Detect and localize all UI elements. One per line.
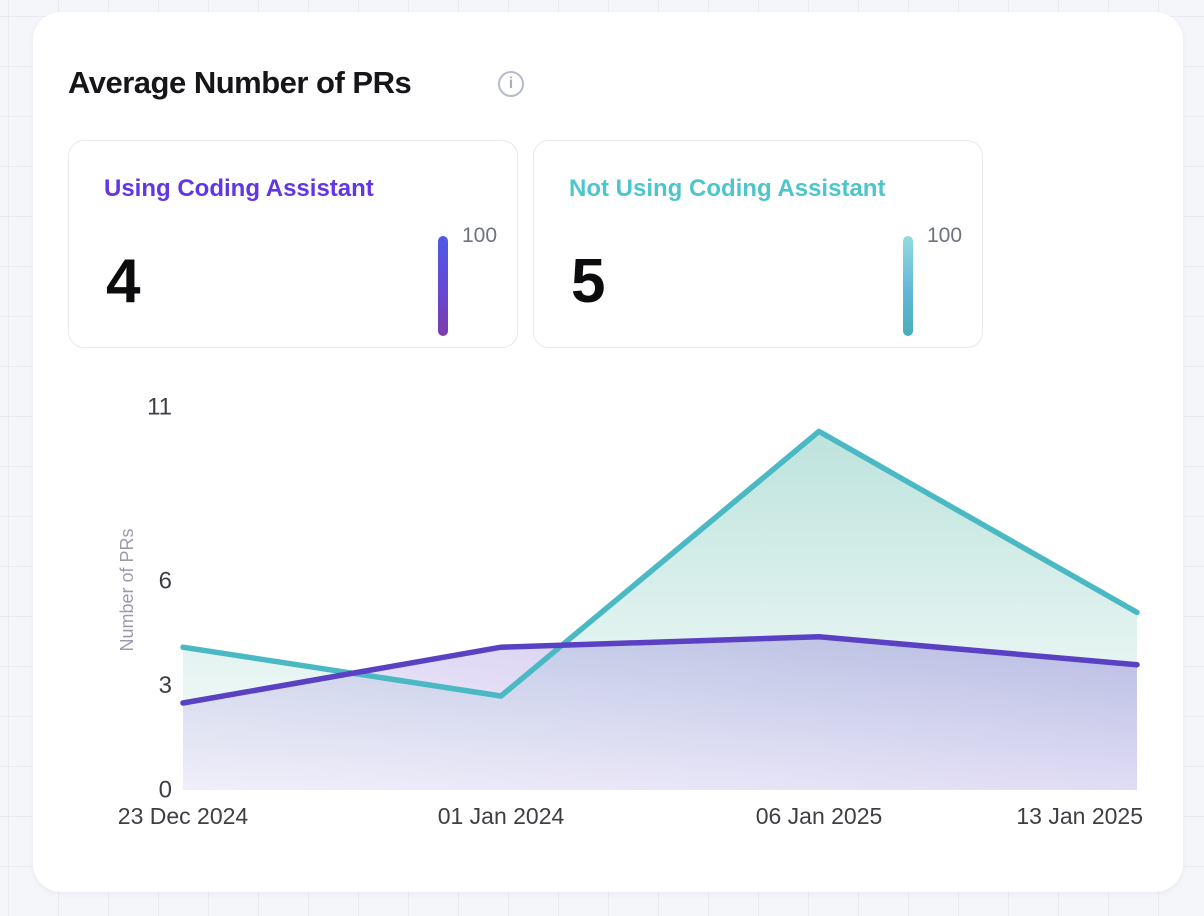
x-tick-label: 01 Jan 2024 xyxy=(438,803,565,829)
y-axis-label: Number of PRs xyxy=(117,528,137,651)
x-tick-label: 13 Jan 2025 xyxy=(1016,803,1143,829)
x-tick-label: 06 Jan 2025 xyxy=(756,803,883,829)
y-tick-label: 6 xyxy=(159,568,172,595)
stat-card-using-assistant: Using Coding Assistant 4 100 xyxy=(68,140,518,348)
series-line-1 xyxy=(180,428,1140,699)
stat-value: 5 xyxy=(571,247,606,316)
stat-label: Using Coding Assistant xyxy=(104,175,374,202)
stat-value: 4 xyxy=(106,247,141,316)
stat-scale-bar xyxy=(903,236,913,336)
info-icon-glyph: i xyxy=(508,75,514,92)
average-prs-card: Average Number of PRs i Using Coding Ass… xyxy=(33,12,1183,892)
series-area-0 xyxy=(183,636,1137,790)
stat-scale-bar xyxy=(438,236,448,336)
stat-card-not-using-assistant: Not Using Coding Assistant 5 100 xyxy=(533,140,983,348)
info-icon[interactable]: i xyxy=(498,71,524,97)
x-tick-label: 23 Dec 2024 xyxy=(118,803,249,829)
page-title: Average Number of PRs xyxy=(68,65,412,100)
y-tick-label: 11 xyxy=(147,394,172,421)
stat-label: Not Using Coding Assistant xyxy=(569,175,886,202)
y-tick-label: 3 xyxy=(159,672,172,699)
y-tick-label: 0 xyxy=(159,777,172,804)
prs-area-chart[interactable]: 0 3 6 11 23 Dec 2024 01 Jan 2024 06 Jan 2025 13… xyxy=(33,380,1183,892)
stat-scale-max: 100 xyxy=(462,224,498,247)
series-line-0 xyxy=(180,634,1140,706)
stat-scale-max: 100 xyxy=(927,224,963,247)
